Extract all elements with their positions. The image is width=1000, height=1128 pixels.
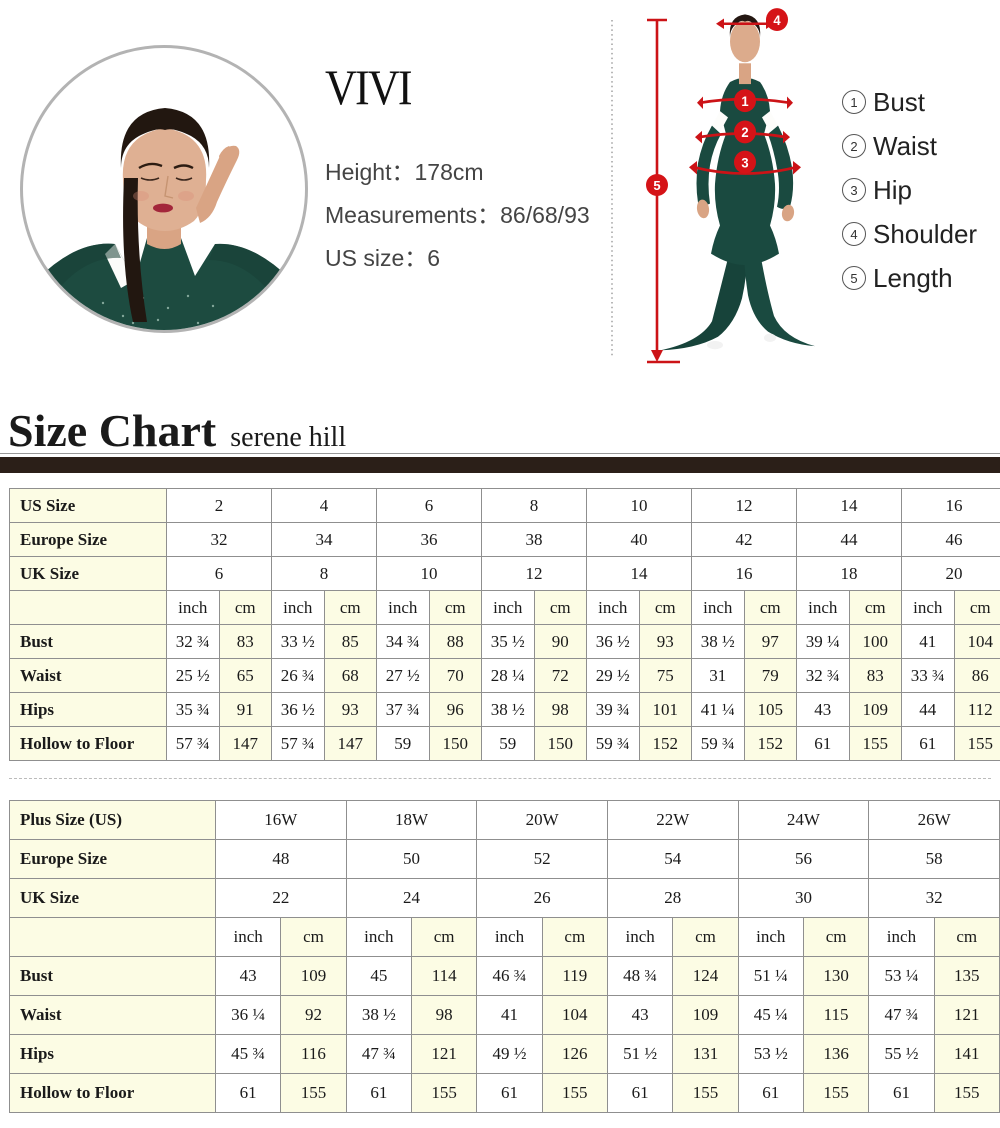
svg-text:4: 4 — [773, 13, 781, 28]
svg-text:1: 1 — [741, 94, 748, 109]
svg-text:2: 2 — [741, 125, 748, 140]
svg-text:3: 3 — [741, 155, 748, 170]
svg-text:5: 5 — [653, 178, 660, 193]
